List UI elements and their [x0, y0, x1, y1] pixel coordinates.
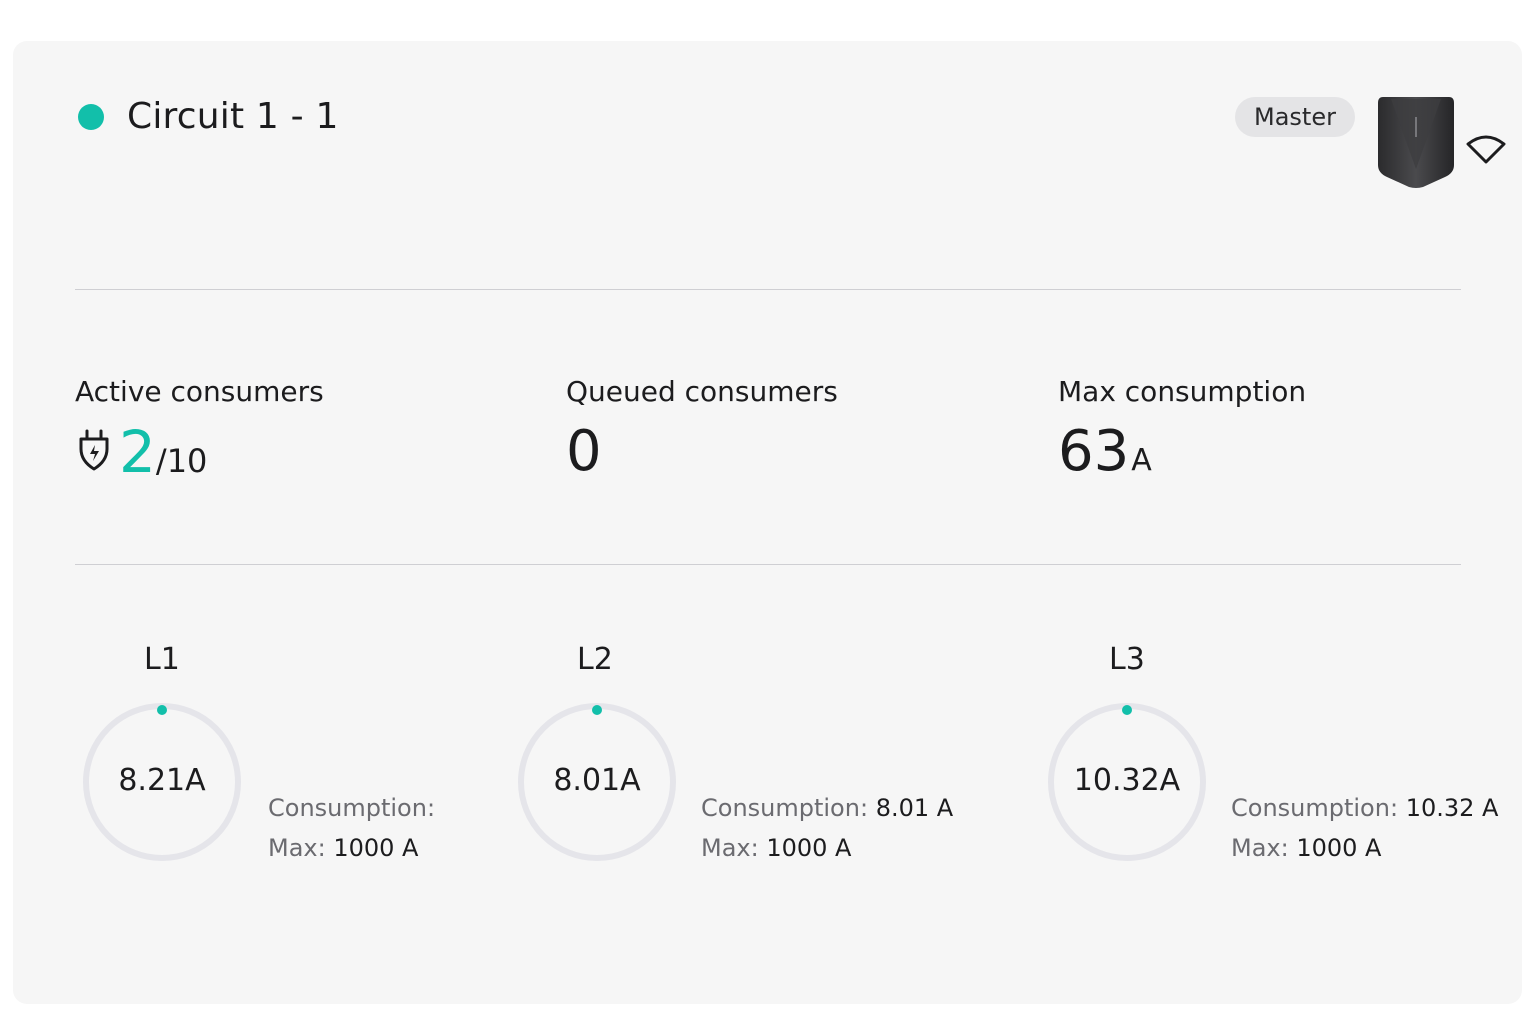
- max-label: Max:: [701, 834, 759, 862]
- consumption-value: 10.32 A: [1405, 794, 1499, 822]
- status-indicator: [78, 104, 104, 130]
- master-badge: Master: [1235, 97, 1355, 137]
- consumption-label: Consumption:: [701, 794, 869, 822]
- phase-label-l1: L1: [144, 642, 180, 677]
- charger-device-image: [1378, 97, 1454, 188]
- phase-info-l3: Consumption: 10.32 A Max: 1000 A: [1231, 788, 1498, 868]
- active-count: 2: [119, 418, 156, 486]
- phase-gauge-l2: 8.01A: [515, 700, 679, 864]
- phase-reading-l1: 8.21A: [118, 762, 206, 798]
- gauge-ring: [518, 703, 676, 861]
- gauge-ring: [83, 703, 241, 861]
- consumption-label: Consumption:: [1231, 794, 1399, 822]
- consumption-label: Consumption:: [268, 794, 436, 822]
- max-value: 1000 A: [333, 834, 419, 862]
- max-consumption-value: 63A: [1058, 420, 1152, 493]
- wifi-icon: [1466, 135, 1506, 164]
- phase-info-l2: Consumption: 8.01 A Max: 1000 A: [701, 788, 953, 868]
- phase-reading-l2: 8.01A: [553, 762, 641, 798]
- phase-label-l2: L2: [577, 642, 613, 677]
- max-label: Max:: [268, 834, 326, 862]
- max-value: 1000 A: [766, 834, 852, 862]
- phase-label-l3: L3: [1109, 642, 1145, 677]
- divider-top: [75, 289, 1461, 290]
- queued-consumers-label: Queued consumers: [566, 375, 838, 408]
- active-total: /10: [155, 442, 208, 480]
- phase-reading-l3: 10.32A: [1073, 762, 1181, 798]
- plug-icon: [79, 429, 109, 471]
- phase-gauge-l3: 10.32A: [1045, 700, 1209, 864]
- max-consumption-label: Max consumption: [1058, 375, 1307, 408]
- max-consumption-number: 63: [1058, 419, 1130, 484]
- phase-gauge-l1: 8.21A: [80, 700, 244, 864]
- circuit-title: Circuit 1 - 1: [127, 96, 339, 137]
- queued-consumers-value: 0: [566, 419, 602, 484]
- consumption-value: 8.01 A: [875, 794, 954, 822]
- max-value: 1000 A: [1296, 834, 1382, 862]
- divider-bottom: [75, 564, 1461, 565]
- active-consumers-label: Active consumers: [75, 375, 324, 408]
- circuit-card: [13, 41, 1522, 1004]
- gauge-ring: [1048, 703, 1206, 861]
- max-label: Max:: [1231, 834, 1289, 862]
- max-consumption-unit: A: [1131, 443, 1152, 478]
- active-consumers-value: 2/10: [119, 420, 207, 484]
- phase-info-l1: Consumption: Max: 1000 A: [268, 788, 435, 868]
